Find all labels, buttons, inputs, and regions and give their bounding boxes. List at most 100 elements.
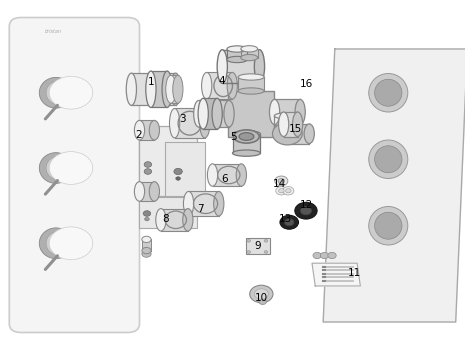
Ellipse shape [274, 113, 300, 119]
Bar [222, 50, 259, 83]
Circle shape [176, 177, 180, 180]
Circle shape [174, 168, 182, 175]
Text: 6: 6 [221, 174, 227, 183]
Ellipse shape [166, 75, 176, 103]
Ellipse shape [254, 50, 265, 83]
Ellipse shape [217, 50, 227, 83]
Ellipse shape [369, 140, 408, 178]
Ellipse shape [295, 99, 305, 125]
Circle shape [279, 189, 284, 193]
Ellipse shape [170, 73, 180, 105]
Ellipse shape [227, 46, 247, 52]
Ellipse shape [213, 191, 224, 216]
Bar [203, 98, 217, 129]
Ellipse shape [241, 46, 258, 52]
Text: 16: 16 [300, 79, 313, 89]
Polygon shape [312, 263, 360, 286]
Ellipse shape [149, 120, 159, 140]
Ellipse shape [134, 182, 145, 201]
Circle shape [313, 252, 321, 259]
Bar [151, 71, 167, 107]
Circle shape [144, 162, 152, 167]
Text: 9: 9 [254, 241, 261, 251]
Bar [227, 49, 247, 60]
Bar [142, 239, 151, 251]
Ellipse shape [193, 100, 204, 127]
Circle shape [144, 169, 152, 174]
Circle shape [250, 285, 273, 303]
Text: 13: 13 [279, 215, 292, 224]
Circle shape [275, 176, 288, 186]
Bar [161, 209, 188, 231]
Text: 5: 5 [231, 132, 237, 142]
Circle shape [328, 252, 336, 259]
Circle shape [272, 122, 302, 145]
Ellipse shape [40, 228, 73, 259]
Bar [139, 197, 197, 228]
Ellipse shape [126, 73, 137, 105]
Ellipse shape [232, 150, 260, 156]
Circle shape [259, 299, 266, 304]
Text: 8: 8 [162, 215, 168, 224]
Bar [140, 182, 154, 201]
Ellipse shape [238, 74, 264, 80]
Ellipse shape [40, 153, 73, 183]
Bar [171, 75, 178, 103]
Text: 4: 4 [219, 76, 225, 85]
Ellipse shape [212, 98, 222, 129]
Text: 2: 2 [135, 130, 142, 140]
Circle shape [247, 251, 251, 253]
Ellipse shape [156, 209, 166, 231]
Text: 11: 11 [348, 268, 361, 278]
Text: 1: 1 [148, 77, 154, 87]
Ellipse shape [375, 146, 402, 173]
Circle shape [295, 202, 317, 219]
Text: 15: 15 [289, 125, 302, 134]
Ellipse shape [369, 206, 408, 245]
Circle shape [49, 152, 93, 184]
Bar [274, 116, 300, 133]
Bar [232, 134, 260, 153]
Ellipse shape [286, 124, 296, 144]
Circle shape [264, 239, 268, 242]
Ellipse shape [269, 99, 280, 125]
Ellipse shape [304, 124, 314, 144]
Bar [213, 164, 241, 186]
Circle shape [254, 289, 268, 299]
Circle shape [142, 250, 151, 257]
Text: 7: 7 [197, 204, 203, 214]
Ellipse shape [162, 71, 173, 107]
Ellipse shape [142, 236, 151, 243]
Ellipse shape [232, 131, 260, 137]
Ellipse shape [227, 72, 237, 99]
Ellipse shape [46, 231, 72, 255]
Ellipse shape [274, 130, 300, 136]
Bar [228, 91, 274, 136]
FancyBboxPatch shape [9, 18, 140, 332]
Circle shape [145, 217, 149, 221]
Ellipse shape [200, 108, 210, 138]
Bar [139, 126, 197, 196]
Bar [188, 191, 219, 216]
Ellipse shape [227, 56, 247, 63]
Ellipse shape [46, 156, 72, 180]
Ellipse shape [169, 108, 179, 138]
Bar [291, 124, 309, 144]
Ellipse shape [149, 182, 159, 201]
Ellipse shape [134, 120, 145, 140]
Bar [206, 72, 232, 99]
Ellipse shape [375, 79, 402, 106]
Ellipse shape [201, 72, 212, 99]
Ellipse shape [233, 130, 259, 143]
Ellipse shape [142, 247, 151, 254]
Ellipse shape [238, 88, 264, 94]
Text: bristan: bristan [45, 29, 62, 34]
Circle shape [264, 251, 268, 253]
Bar [140, 120, 154, 140]
Bar [284, 112, 298, 136]
Ellipse shape [173, 75, 183, 103]
Ellipse shape [279, 112, 289, 136]
Circle shape [320, 252, 329, 259]
Bar [274, 99, 300, 125]
Circle shape [143, 211, 151, 216]
